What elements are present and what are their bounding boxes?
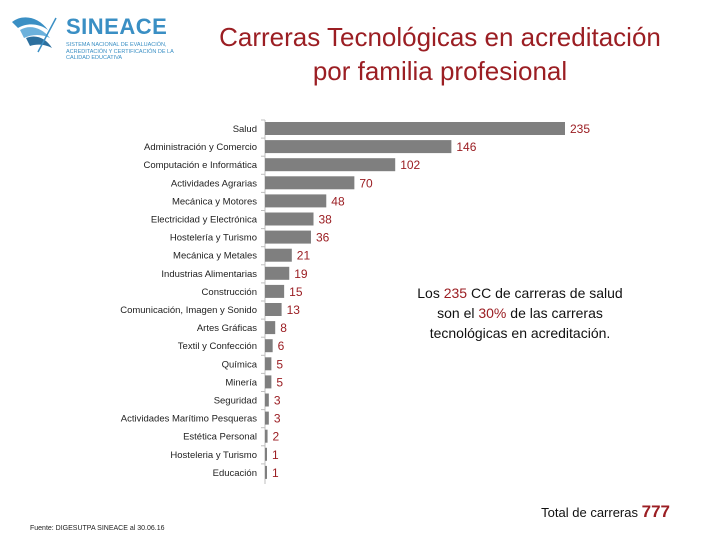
bar-9: [265, 284, 285, 298]
bar-5: [265, 212, 314, 226]
logo-subtitle: SISTEMA NACIONAL DE EVALUACIÓN, ACREDITA…: [66, 42, 174, 61]
category-label-7: Mecánica y Metales: [173, 251, 257, 262]
category-label-6: Hostelería y Turismo: [170, 233, 257, 244]
value-label-4: 48: [331, 194, 345, 208]
bar-6: [265, 230, 311, 244]
category-label-4: Mecánica y Motores: [172, 196, 257, 207]
total-value: 777: [641, 502, 670, 521]
value-label-0: 235: [570, 122, 590, 136]
callout-highlight-percent: 30%: [478, 305, 507, 321]
bar-7: [265, 248, 292, 262]
value-label-15: 3: [274, 394, 281, 408]
category-label-2: Computación e Informática: [143, 160, 257, 171]
value-label-7: 21: [297, 249, 311, 263]
value-label-14: 5: [276, 375, 283, 389]
chart-title-line2: por familia profesional: [312, 56, 568, 86]
category-label-17: Estética Personal: [183, 432, 257, 443]
category-label-16: Actividades Marítimo Pesqueras: [121, 414, 257, 425]
bar-11: [265, 321, 276, 335]
callout-part1: Los: [417, 285, 444, 301]
category-label-1: Administración y Comercio: [144, 142, 257, 153]
callout-part3: de las carreras tecnológicas en acredita…: [429, 305, 611, 341]
category-label-18: Hosteleria y Turismo: [170, 450, 257, 461]
value-label-9: 15: [289, 285, 303, 299]
bird-emblem-icon: [12, 17, 57, 53]
value-label-5: 38: [319, 213, 333, 227]
bar-10: [265, 303, 282, 316]
bar-17: [265, 429, 268, 443]
value-label-18: 1: [272, 448, 279, 462]
chart-title-line1: Carreras Tecnológicas en acreditación: [219, 22, 661, 52]
bar-14: [265, 375, 272, 389]
bar-19: [265, 465, 267, 479]
value-label-6: 36: [316, 231, 330, 245]
callout-text: Los 235 CC de carreras de salud son el 3…: [415, 283, 625, 343]
value-label-12: 6: [278, 339, 285, 353]
bar-2: [265, 158, 396, 172]
callout-highlight-count: 235: [443, 285, 468, 301]
bar-8: [265, 266, 290, 280]
callout-part2: CC de carreras de salud son el: [437, 285, 623, 321]
category-label-12: Textil y Confección: [178, 341, 257, 352]
bar-3: [265, 176, 355, 190]
bar-13: [265, 357, 272, 371]
category-label-5: Electricidad y Electrónica: [151, 215, 258, 226]
category-label-14: Minería: [225, 377, 257, 388]
bar-0: [265, 122, 565, 135]
bar-4: [265, 194, 327, 208]
total-label: Total de carreras: [541, 505, 638, 520]
category-label-3: Actividades Agrarias: [171, 178, 257, 189]
category-label-15: Seguridad: [214, 396, 257, 407]
category-label-11: Artes Gráficas: [197, 323, 257, 334]
bar-15: [265, 393, 269, 407]
value-label-8: 19: [294, 267, 308, 281]
bar-18: [265, 447, 267, 461]
value-label-11: 8: [280, 321, 287, 335]
total-careers: Total de carreras 777: [541, 502, 670, 522]
value-label-19: 1: [272, 466, 279, 480]
category-label-10: Comunicación, Imagen y Sonido: [120, 305, 257, 316]
bar-12: [265, 339, 273, 353]
value-label-3: 70: [359, 176, 373, 190]
category-label-9: Construcción: [202, 287, 257, 298]
category-label-19: Educación: [213, 468, 257, 479]
value-label-16: 3: [274, 412, 281, 426]
category-label-13: Química: [222, 359, 258, 370]
logo-name: SINEACE: [66, 14, 168, 39]
value-label-13: 5: [276, 357, 283, 371]
chart-title: Carreras Tecnológicas en acreditación po…: [160, 20, 720, 88]
bar-1: [265, 140, 452, 154]
category-label-8: Industrias Alimentarias: [161, 269, 257, 280]
sineace-logo: SINEACE SISTEMA NACIONAL DE EVALUACIÓN, …: [8, 8, 178, 70]
bar-16: [265, 411, 269, 425]
value-label-17: 2: [273, 430, 280, 444]
value-label-1: 146: [456, 140, 476, 154]
category-label-0: Salud: [233, 124, 257, 135]
value-label-10: 13: [287, 303, 301, 317]
value-label-2: 102: [400, 158, 420, 172]
source-note: Fuente: DIGESUTPA SINEACE al 30.06.16: [30, 525, 165, 532]
